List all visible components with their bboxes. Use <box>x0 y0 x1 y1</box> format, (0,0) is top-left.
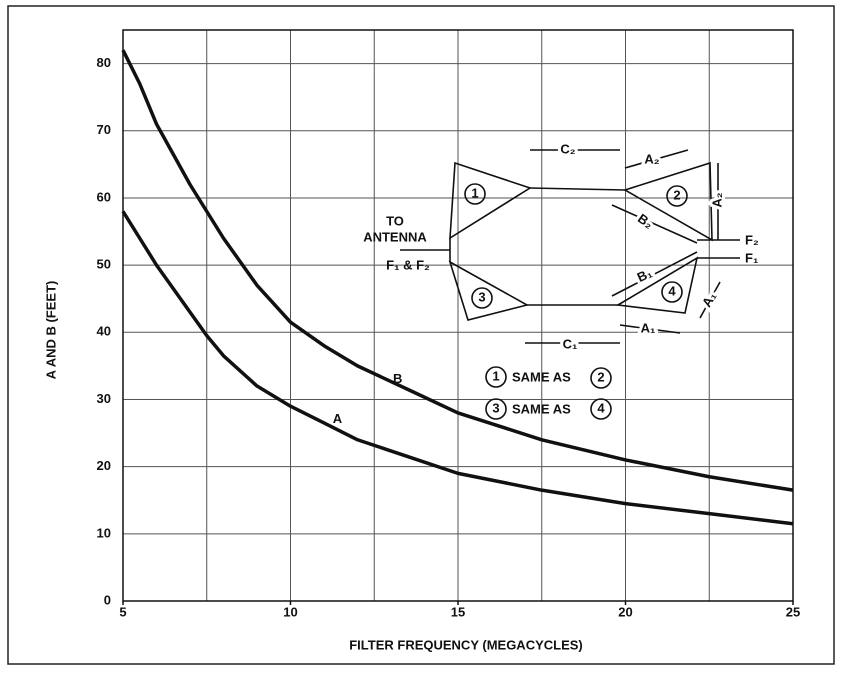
label: SAME AS <box>512 369 571 384</box>
circle <box>471 287 493 309</box>
y-axis-title: A AND B (FEET) <box>43 281 58 380</box>
element <box>529 187 626 191</box>
curve-label: B <box>393 371 402 386</box>
circle <box>464 183 486 205</box>
label: C₂ <box>560 141 575 156</box>
label: 3 <box>478 289 485 304</box>
label: C₁ <box>563 336 578 351</box>
circle <box>485 366 507 388</box>
x-tick-label: 15 <box>451 604 465 619</box>
circle <box>666 185 688 207</box>
label: A₂ <box>644 151 659 166</box>
frame <box>7 5 835 665</box>
y-tick-label: 0 <box>104 592 111 607</box>
y-tick-label: 20 <box>97 458 111 473</box>
label: B₂ <box>635 211 656 232</box>
y-tick-label: 50 <box>97 257 111 272</box>
dimension <box>611 204 698 244</box>
label: 2 <box>597 369 604 384</box>
label: SAME AS <box>512 401 571 416</box>
triangle <box>623 161 713 242</box>
label: A₁ <box>699 289 719 309</box>
label: F₂ <box>745 232 759 247</box>
label: F₁ & F₂ <box>386 257 430 272</box>
inset-labels: TO ANTENNA F₁ & F₂ 1 2 3 4 C₂ A₂ A₂ B₂ B… <box>363 138 759 416</box>
inset-diagram <box>400 149 740 420</box>
label: TO <box>386 213 404 228</box>
dimension <box>624 149 689 169</box>
circle <box>590 367 612 389</box>
y-tick-label: 70 <box>97 122 111 137</box>
label: 1 <box>471 185 478 200</box>
curve-label: A <box>333 411 343 426</box>
dimension <box>619 324 681 334</box>
triangle <box>448 260 530 321</box>
x-tick-label: 10 <box>283 604 297 619</box>
curve <box>121 210 794 526</box>
label: ANTENNA <box>363 229 427 244</box>
x-axis-title: FILTER FREQUENCY (MEGACYCLES) <box>349 637 583 652</box>
y-tick-label: 80 <box>97 55 111 70</box>
label: 2 <box>673 187 680 202</box>
circle <box>485 398 507 420</box>
label: A₁ <box>641 320 656 335</box>
label: F₁ <box>745 250 758 265</box>
circle <box>590 398 612 420</box>
triangle <box>615 256 699 314</box>
x-tick-label: 5 <box>119 604 126 619</box>
triangle <box>449 161 532 240</box>
dimension <box>611 251 698 297</box>
label: A₂ <box>709 192 724 207</box>
y-tick-label: 60 <box>97 189 111 204</box>
circle <box>661 281 683 303</box>
label: 3 <box>492 400 499 415</box>
curve <box>121 49 794 492</box>
y-tick-label: 40 <box>97 324 111 339</box>
label: 4 <box>597 400 605 415</box>
y-tick-label: 30 <box>97 391 111 406</box>
label: 4 <box>668 283 676 298</box>
x-tick-label: 20 <box>618 604 632 619</box>
x-tick-label: 25 <box>786 604 800 619</box>
dimension <box>699 281 721 319</box>
y-tick-label: 10 <box>97 525 111 540</box>
label: 1 <box>492 368 499 383</box>
